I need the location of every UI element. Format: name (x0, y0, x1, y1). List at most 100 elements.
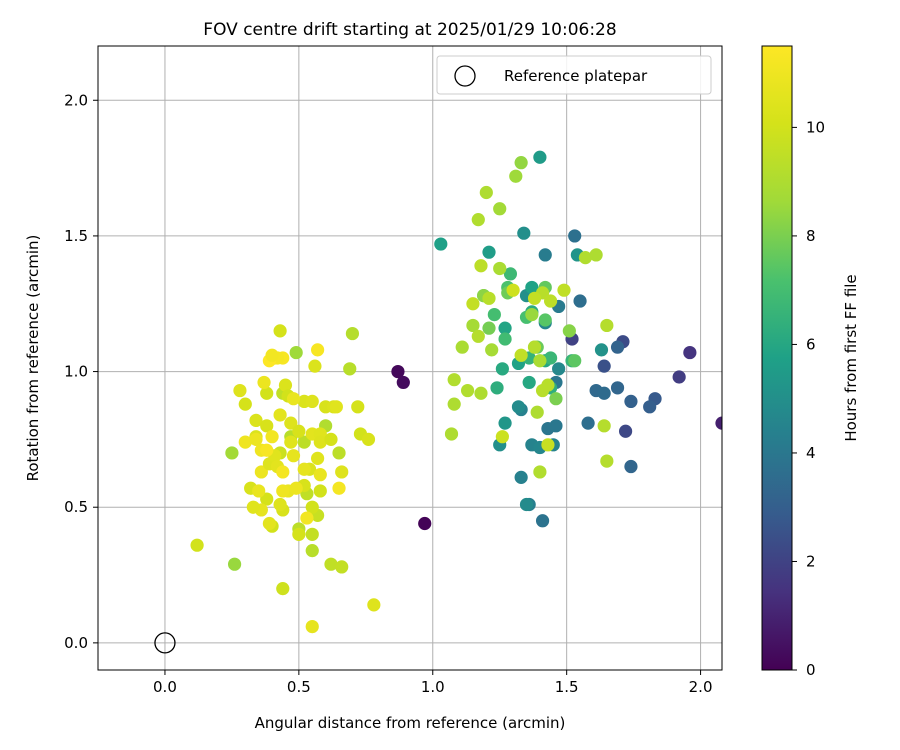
data-point (273, 497, 287, 512)
data-point (418, 516, 432, 531)
data-point (533, 465, 547, 479)
data-point (238, 435, 252, 449)
data-point (332, 481, 346, 495)
data-point (260, 386, 274, 400)
data-point (311, 343, 325, 357)
data-point (519, 497, 534, 512)
data-point (289, 345, 303, 360)
data-point (396, 375, 410, 390)
colorbar-tick-label: 0 (806, 661, 816, 679)
plot-frame (97, 45, 723, 671)
data-point (482, 245, 496, 259)
data-point (190, 538, 204, 552)
grid (98, 46, 722, 670)
data-point (313, 435, 327, 449)
x-tick-label: 0.5 (287, 678, 311, 696)
data-point (597, 359, 611, 373)
data-point (517, 226, 531, 240)
y-tick-label: 0.0 (64, 634, 88, 652)
data-point (335, 560, 349, 574)
data-point (544, 294, 558, 308)
data-point (351, 400, 365, 414)
data-point (278, 378, 293, 392)
data-point (313, 484, 327, 498)
data-point (265, 430, 279, 444)
x-tick-label: 1.5 (555, 678, 579, 696)
data-point (600, 454, 614, 468)
data-point (460, 383, 475, 398)
data-point (493, 202, 507, 216)
data-point (286, 392, 301, 406)
data-point (246, 500, 260, 514)
data-point (305, 500, 319, 514)
colorbar-label: Hours from first FF file (842, 274, 860, 441)
data-point (530, 405, 544, 419)
data-point (434, 237, 448, 251)
data-point (343, 362, 357, 376)
data-point (597, 386, 611, 400)
data-point (498, 416, 512, 430)
data-point (292, 424, 306, 438)
data-point (643, 400, 657, 414)
data-point (527, 291, 542, 305)
data-point (474, 259, 488, 273)
data-point (262, 516, 276, 531)
data-points (190, 150, 722, 634)
data-point (485, 343, 499, 357)
data-point (618, 424, 633, 438)
data-point (300, 511, 314, 525)
data-point (498, 332, 512, 346)
data-point (466, 318, 480, 333)
legend-box (436, 55, 712, 95)
data-point (361, 432, 376, 446)
y-axis-ticks: 0.0 0.5 1.0 1.5 2.0 (64, 91, 98, 652)
legend-entry-reference: Reference platepar (504, 67, 648, 85)
data-point (506, 283, 520, 297)
data-point (225, 446, 239, 460)
data-point (305, 394, 319, 409)
data-point (471, 213, 485, 227)
colorbar: 0 2 4 6 8 10 Hours from first FF file (761, 45, 860, 679)
data-point (672, 370, 686, 384)
data-point (284, 435, 298, 449)
data-point (249, 413, 263, 427)
data-point (238, 397, 252, 411)
data-point (324, 432, 338, 446)
data-point (345, 326, 360, 341)
data-point (624, 394, 638, 409)
data-point (474, 386, 488, 400)
data-point (313, 468, 327, 482)
data-point (286, 449, 301, 463)
data-point (447, 397, 461, 411)
data-point (284, 416, 298, 430)
data-point (552, 362, 566, 376)
colorbar-tick-label: 2 (806, 552, 816, 570)
data-point (254, 465, 268, 479)
legend: Reference platepar (436, 55, 712, 95)
data-point (479, 185, 493, 200)
data-point (589, 248, 603, 262)
data-point (482, 291, 496, 305)
data-point (495, 362, 509, 376)
data-point (249, 432, 263, 446)
data-point (276, 465, 290, 479)
data-point (292, 527, 306, 541)
data-point (514, 348, 528, 362)
data-point (471, 329, 485, 343)
data-point (624, 459, 638, 474)
data-point (544, 351, 558, 365)
data-point (276, 484, 290, 498)
data-point (568, 229, 582, 243)
data-point (562, 324, 576, 338)
data-point (324, 557, 338, 571)
data-point (597, 419, 611, 433)
data-point (335, 465, 349, 479)
x-axis-ticks: 0.0 0.5 1.0 1.5 2.0 (153, 670, 713, 696)
reference-marker (154, 632, 176, 654)
data-point (514, 156, 528, 170)
x-tick-label: 2.0 (689, 678, 713, 696)
data-point (514, 470, 528, 484)
data-point (289, 481, 303, 495)
data-point (455, 340, 469, 354)
